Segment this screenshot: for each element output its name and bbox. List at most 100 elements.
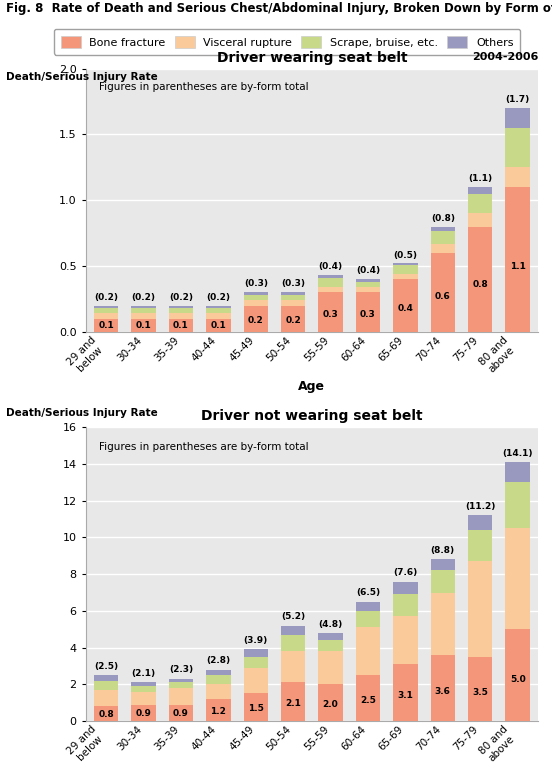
Bar [319,292,343,332]
Bar [356,611,380,627]
Text: 0.2: 0.2 [248,316,264,324]
Bar [131,704,156,721]
Text: 0.2: 0.2 [285,316,301,324]
Text: 1.2: 1.2 [210,707,226,716]
Text: (6.5): (6.5) [356,588,380,597]
Text: (0.3): (0.3) [281,279,305,288]
Bar [131,319,156,332]
Text: 0.9: 0.9 [173,709,189,718]
Bar [431,655,455,721]
Text: (0.2): (0.2) [169,293,193,301]
Bar [281,626,305,635]
Bar [94,675,118,681]
Bar [356,627,380,675]
Text: 0.6: 0.6 [435,292,450,301]
Bar [468,516,492,530]
Text: 1.5: 1.5 [248,704,264,713]
Text: (8.8): (8.8) [431,546,455,555]
Bar [206,699,231,721]
Bar [356,279,380,282]
Bar [169,704,193,721]
Bar [468,227,492,332]
Text: (2.1): (2.1) [131,669,156,678]
Bar [94,306,118,308]
Bar [506,629,530,721]
Text: 2.0: 2.0 [323,700,338,709]
Bar [206,314,231,319]
Text: 0.3: 0.3 [360,310,376,319]
Text: (4.8): (4.8) [319,620,343,629]
Title: Driver wearing seat belt: Driver wearing seat belt [216,50,407,65]
Bar [169,688,193,704]
Text: (5.2): (5.2) [281,612,305,621]
Text: (1.7): (1.7) [506,95,530,105]
Bar [319,640,343,652]
Bar [169,306,193,308]
Bar [506,187,530,332]
Bar [169,308,193,314]
Bar [356,287,380,292]
Bar [356,602,380,611]
Bar [319,287,343,292]
Bar [281,305,305,332]
Legend: Bone fracture, Visceral rupture, Scrape, bruise, etc., Others: Bone fracture, Visceral rupture, Scrape,… [54,29,520,55]
Bar [431,593,455,655]
Bar [131,682,156,686]
Text: 0.1: 0.1 [210,321,226,330]
Bar [506,462,530,482]
Text: (0.3): (0.3) [244,279,268,288]
Text: (0.2): (0.2) [131,293,156,301]
Text: 3.5: 3.5 [473,687,488,697]
Bar [506,167,530,187]
Bar [281,301,305,305]
Bar [431,559,455,571]
Text: Death/Serious Injury Rate: Death/Serious Injury Rate [6,408,157,418]
Bar [356,282,380,287]
Bar [281,682,305,721]
Text: (0.2): (0.2) [206,293,230,301]
Text: 3.6: 3.6 [435,687,451,696]
Bar [393,265,417,274]
Bar [468,530,492,562]
Bar [243,292,268,295]
Bar [506,128,530,167]
Bar [206,670,231,675]
Text: 2.1: 2.1 [285,699,301,708]
Bar [94,707,118,721]
Bar [431,227,455,230]
Bar [319,684,343,721]
Bar [468,562,492,657]
Bar [506,108,530,128]
Text: (0.2): (0.2) [94,293,118,301]
Text: 2004-2006: 2004-2006 [472,52,538,62]
Bar [393,274,417,279]
Bar [206,675,231,684]
Bar [393,664,417,721]
Text: Fig. 8  Rate of Death and Serious Chest/Abdominal Injury, Broken Down by Form of: Fig. 8 Rate of Death and Serious Chest/A… [6,2,552,14]
Text: 0.1: 0.1 [98,321,114,330]
Bar [281,292,305,295]
Bar [131,691,156,704]
Bar [243,295,268,301]
Bar [319,275,343,278]
Bar [206,308,231,314]
Bar [319,278,343,287]
Text: 5.0: 5.0 [509,675,526,684]
Text: 3.1: 3.1 [397,691,413,700]
Bar [468,657,492,721]
Bar [393,594,417,617]
Text: 1.1: 1.1 [509,262,526,272]
Text: (1.1): (1.1) [468,174,492,183]
Bar [206,319,231,332]
Bar [431,230,455,243]
Bar [393,263,417,265]
Text: (3.9): (3.9) [243,636,268,645]
Bar [94,681,118,690]
Text: (7.6): (7.6) [393,568,417,577]
Text: (14.1): (14.1) [502,449,533,458]
Bar [506,482,530,528]
Bar [281,635,305,652]
Text: 0.1: 0.1 [136,321,151,330]
Bar [131,686,156,691]
Bar [94,319,118,332]
